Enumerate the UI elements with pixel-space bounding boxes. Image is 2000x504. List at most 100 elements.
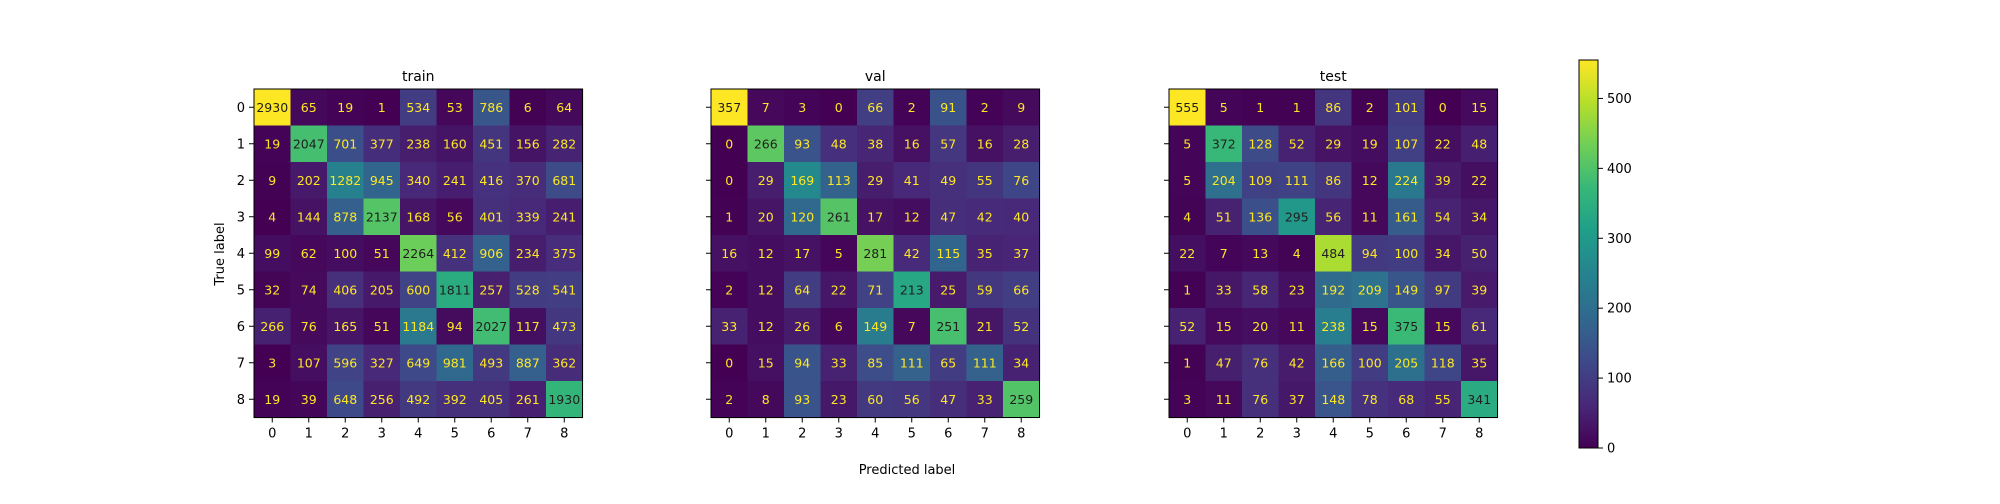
heatmap-cell bbox=[784, 344, 822, 382]
heatmap-cell bbox=[327, 198, 365, 236]
cell-value-label: 1184 bbox=[402, 319, 434, 334]
heatmap-cell bbox=[327, 308, 365, 346]
cell-value-label: 39 bbox=[1435, 173, 1451, 188]
cell-value-label: 5 bbox=[835, 246, 843, 261]
heatmap-cell bbox=[1461, 235, 1499, 273]
heatmap-cell bbox=[546, 381, 584, 419]
heatmap-cell bbox=[966, 198, 1004, 236]
heatmap-cell bbox=[1003, 381, 1041, 419]
cell-value-label: 0 bbox=[1439, 100, 1447, 115]
cell-value-label: 111 bbox=[1285, 173, 1309, 188]
x-tick-label: 8 bbox=[1475, 427, 1483, 442]
x-tick-label: 4 bbox=[871, 427, 879, 442]
heatmap-cell bbox=[363, 162, 401, 200]
heatmap-cell bbox=[857, 162, 895, 200]
heatmap-cell bbox=[1278, 162, 1316, 200]
heatmap-cell bbox=[1003, 308, 1041, 346]
heatmap-cell bbox=[747, 381, 785, 419]
x-tick-label: 0 bbox=[725, 427, 733, 442]
heatmap-cell bbox=[509, 235, 547, 273]
x-tick-label: 6 bbox=[944, 427, 952, 442]
heatmap-cell bbox=[747, 89, 785, 127]
cell-value-label: 54 bbox=[1435, 209, 1451, 224]
heatmap-cell bbox=[1461, 198, 1499, 236]
cell-value-label: 878 bbox=[333, 209, 357, 224]
heatmap-cell bbox=[784, 198, 822, 236]
heatmap-cell bbox=[546, 162, 584, 200]
heatmap-cell bbox=[857, 344, 895, 382]
cell-value-label: 165 bbox=[333, 319, 357, 334]
cell-value-label: 94 bbox=[794, 355, 810, 370]
heatmap-cell bbox=[1205, 344, 1243, 382]
cell-value-label: 71 bbox=[867, 282, 883, 297]
cell-value-label: 33 bbox=[977, 392, 993, 407]
cell-value-label: 1930 bbox=[548, 392, 580, 407]
cell-value-label: 111 bbox=[900, 355, 924, 370]
x-tick-label: 1 bbox=[762, 427, 770, 442]
cell-value-label: 149 bbox=[863, 319, 887, 334]
x-axis-label: Predicted label bbox=[859, 463, 956, 478]
heatmap-cell bbox=[857, 89, 895, 127]
heatmap-cell bbox=[893, 125, 931, 163]
heatmap-cell bbox=[473, 198, 511, 236]
heatmap-cell bbox=[1169, 162, 1207, 200]
heatmap-cell bbox=[1169, 271, 1207, 309]
cell-value-label: 64 bbox=[794, 282, 810, 297]
cell-value-label: 261 bbox=[516, 392, 540, 407]
heatmap-cell bbox=[546, 271, 584, 309]
cell-value-label: 266 bbox=[260, 319, 284, 334]
cell-value-label: 8 bbox=[762, 392, 770, 407]
heatmap-cell bbox=[1424, 235, 1462, 273]
cell-value-label: 906 bbox=[479, 246, 503, 261]
cell-value-label: 1 bbox=[1183, 355, 1191, 370]
heatmap-cell bbox=[1278, 381, 1316, 419]
y-tick-label: 8 bbox=[237, 393, 245, 408]
cell-value-label: 66 bbox=[867, 100, 883, 115]
heatmap-cell bbox=[290, 198, 328, 236]
heatmap-cell bbox=[1003, 162, 1041, 200]
cell-value-label: 375 bbox=[552, 246, 576, 261]
heatmap-cell bbox=[254, 381, 292, 419]
heatmap-cell bbox=[327, 235, 365, 273]
heatmap-cell bbox=[1278, 271, 1316, 309]
cell-value-label: 74 bbox=[301, 282, 317, 297]
heatmap-cell bbox=[290, 162, 328, 200]
heatmap-cell bbox=[473, 125, 511, 163]
cell-value-label: 370 bbox=[516, 173, 540, 188]
cell-value-label: 2 bbox=[908, 100, 916, 115]
cell-value-label: 66 bbox=[1013, 282, 1029, 297]
heatmap-cell bbox=[711, 125, 749, 163]
heatmap-cell bbox=[1351, 125, 1389, 163]
cell-value-label: 259 bbox=[1009, 392, 1033, 407]
heatmap-cell bbox=[1388, 381, 1426, 419]
cell-value-label: 148 bbox=[1321, 392, 1345, 407]
heatmap-cell bbox=[820, 125, 858, 163]
heatmap-cell bbox=[254, 235, 292, 273]
cell-value-label: 52 bbox=[1013, 319, 1029, 334]
heatmap-cell bbox=[1169, 381, 1207, 419]
heatmap-cell bbox=[747, 125, 785, 163]
heatmap-cell bbox=[820, 162, 858, 200]
heatmap-cell bbox=[1169, 198, 1207, 236]
cell-value-label: 28 bbox=[1013, 136, 1029, 151]
cell-value-label: 115 bbox=[936, 246, 960, 261]
x-tick-label: 3 bbox=[378, 427, 386, 442]
cell-value-label: 51 bbox=[374, 246, 390, 261]
colorbar-tick-label: 400 bbox=[1607, 162, 1632, 177]
cell-value-label: 144 bbox=[297, 209, 321, 224]
heatmap-cell bbox=[473, 344, 511, 382]
x-tick-label: 7 bbox=[1439, 427, 1447, 442]
cell-value-label: 48 bbox=[831, 136, 847, 151]
cell-value-label: 648 bbox=[333, 392, 357, 407]
heatmap-cell bbox=[509, 381, 547, 419]
cell-value-label: 107 bbox=[1394, 136, 1418, 151]
y-tick-label: 5 bbox=[237, 283, 245, 298]
heatmap-cell bbox=[930, 271, 968, 309]
cell-value-label: 12 bbox=[758, 282, 774, 297]
heatmap-cell bbox=[1461, 271, 1499, 309]
cell-value-label: 981 bbox=[443, 355, 467, 370]
cell-value-label: 76 bbox=[1252, 392, 1268, 407]
heatmap-cell bbox=[509, 308, 547, 346]
x-tick-label: 0 bbox=[268, 427, 276, 442]
cell-value-label: 58 bbox=[1252, 282, 1268, 297]
